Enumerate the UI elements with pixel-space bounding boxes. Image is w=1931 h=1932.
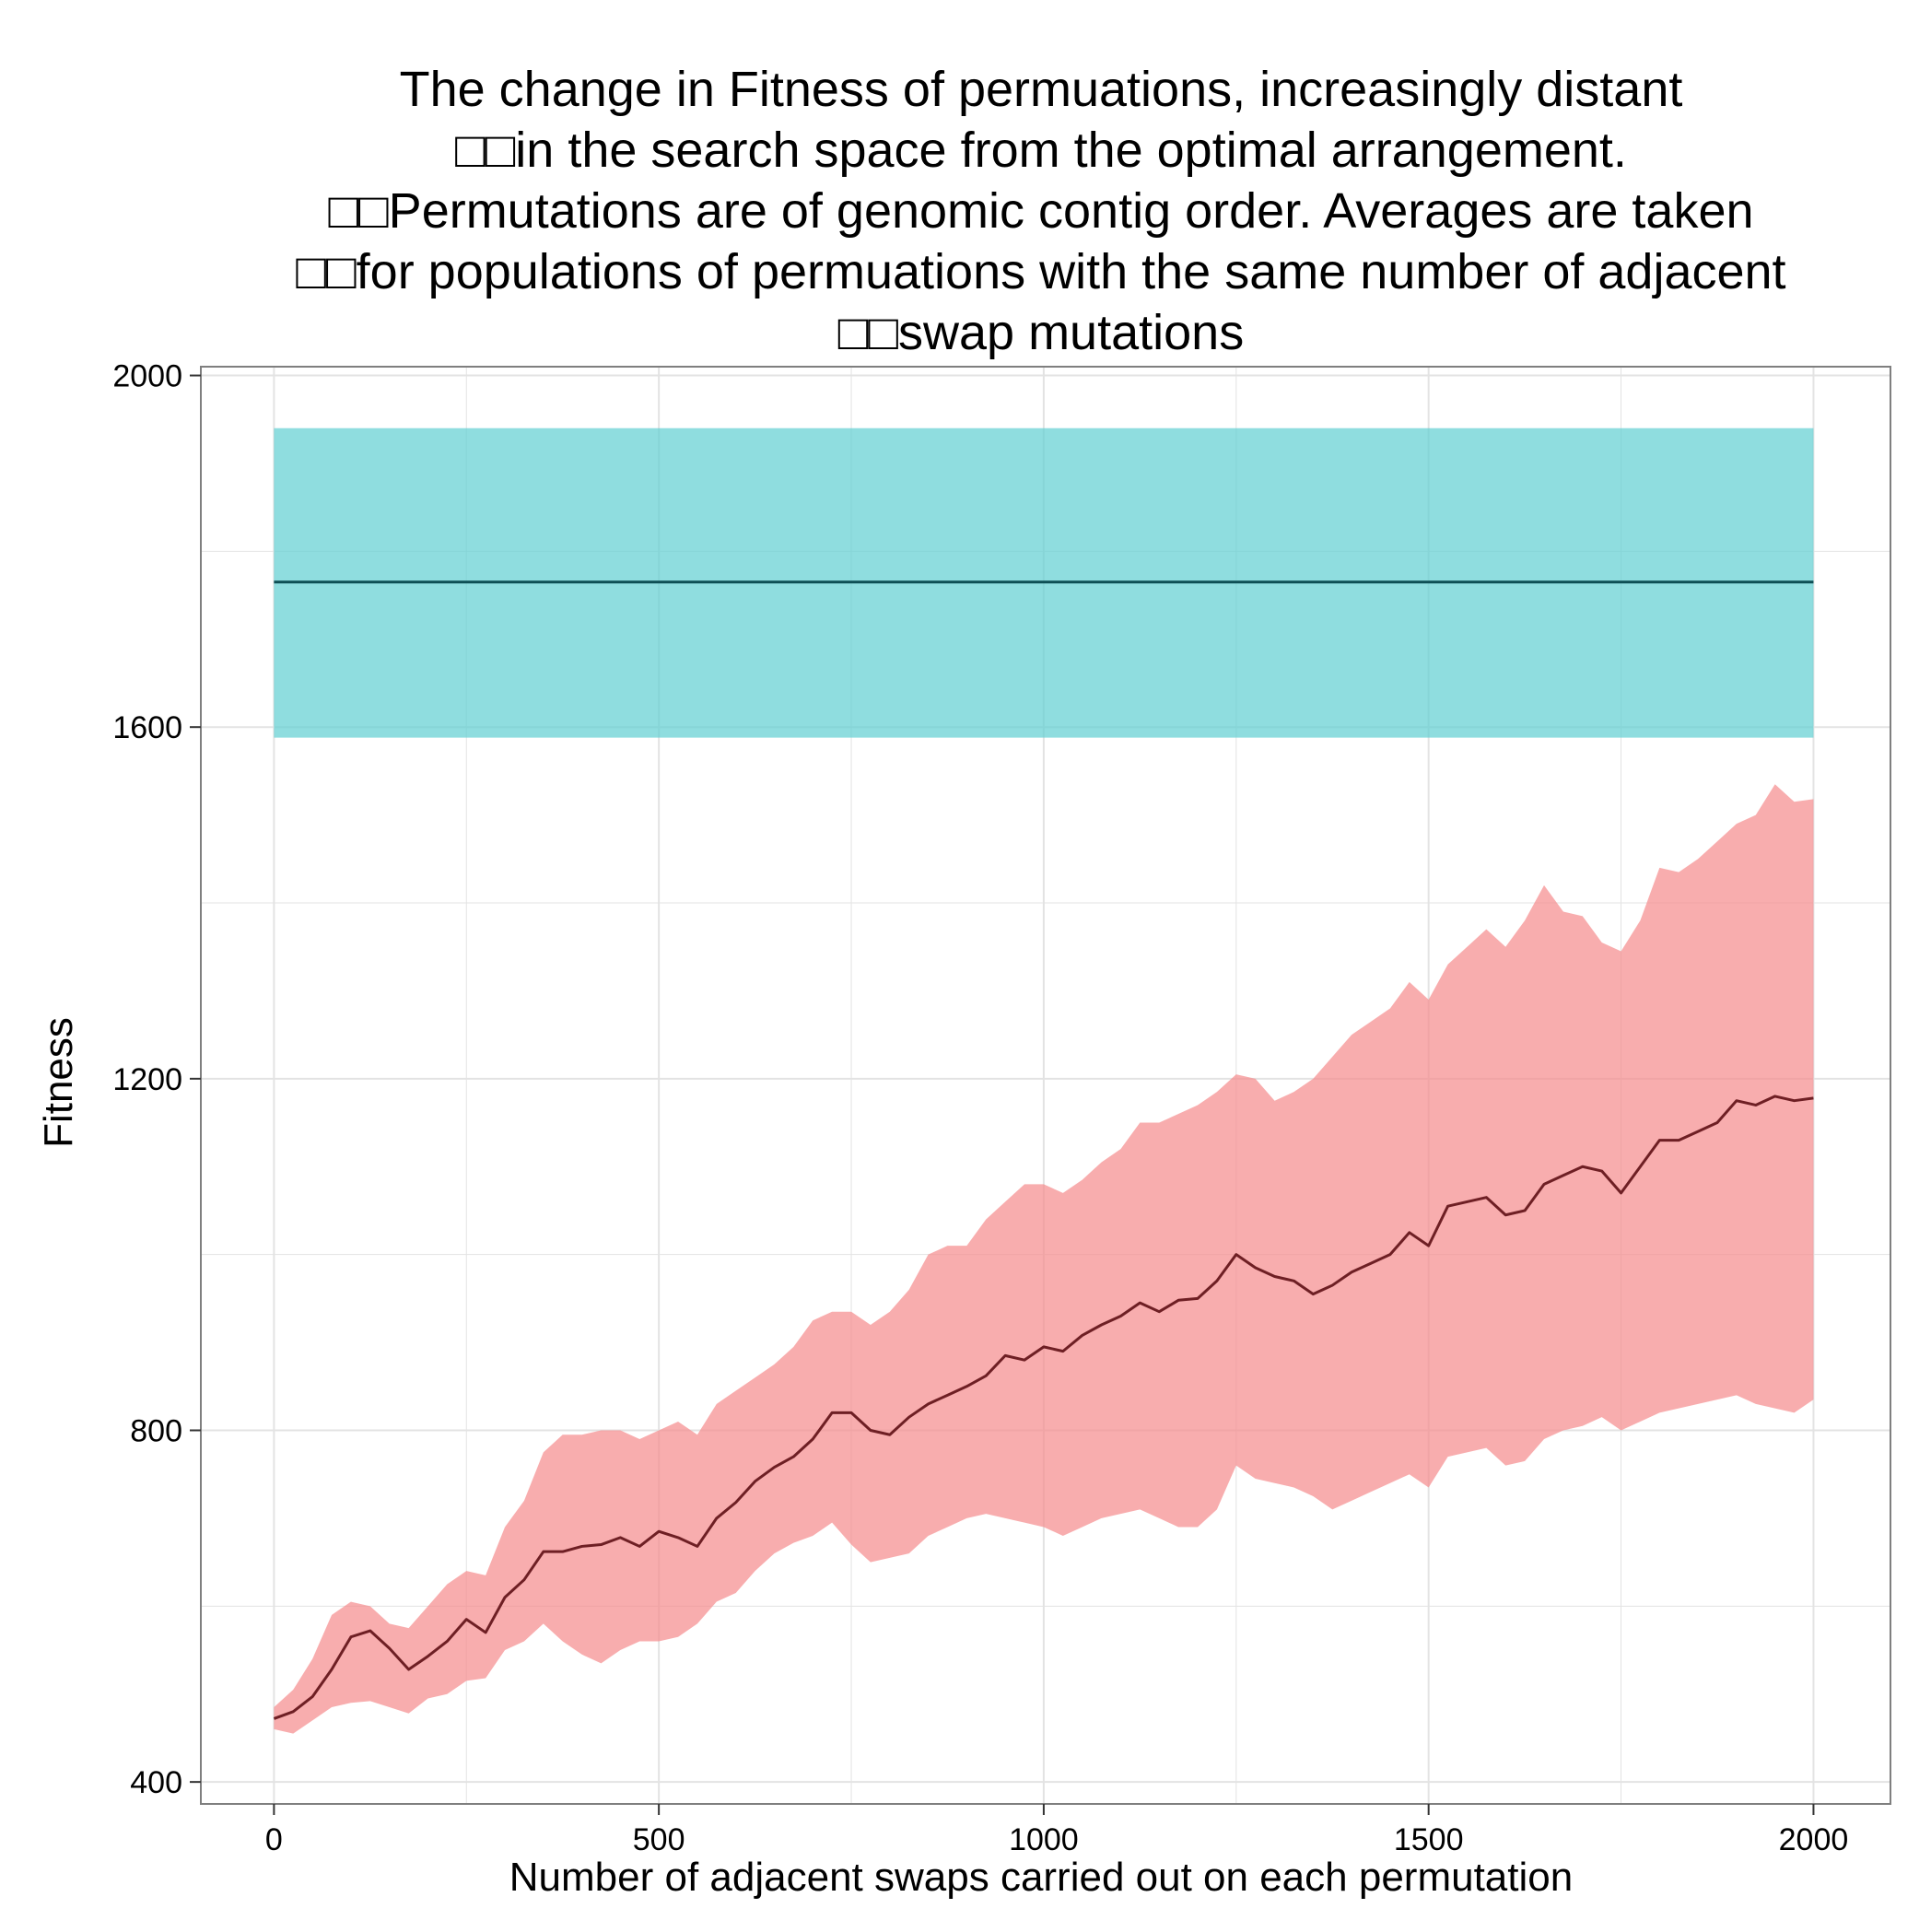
- permuted-mean-line: [273, 1095, 1814, 1720]
- x-tick-label: 1500: [1394, 1822, 1464, 1857]
- y-tick-label: 400: [130, 1765, 182, 1800]
- y-tick-label: 2000: [112, 359, 182, 394]
- x-tick-label: 500: [633, 1822, 685, 1857]
- x-tick-label: 0: [265, 1822, 283, 1857]
- x-tick-label: 2000: [1779, 1822, 1849, 1857]
- permuted-band: [274, 784, 1814, 1734]
- panel-border: [200, 366, 1891, 1805]
- x-axis-label: Number of adjacent swaps carried out on …: [509, 1855, 1573, 1900]
- y-tick-label: 800: [130, 1413, 182, 1448]
- y-tick-label: 1200: [112, 1062, 182, 1097]
- y-tick-label: 1600: [112, 710, 182, 745]
- line-layer: [273, 580, 1814, 1720]
- axis-layer: 0 500 1000 1500 2000 400 800 1200 1600 2000: [112, 359, 1848, 1857]
- chart-title: The change in Fitness of permuations, in…: [296, 62, 1786, 360]
- y-axis-label: Fitness: [36, 1017, 81, 1148]
- x-tick-label: 1000: [1009, 1822, 1079, 1857]
